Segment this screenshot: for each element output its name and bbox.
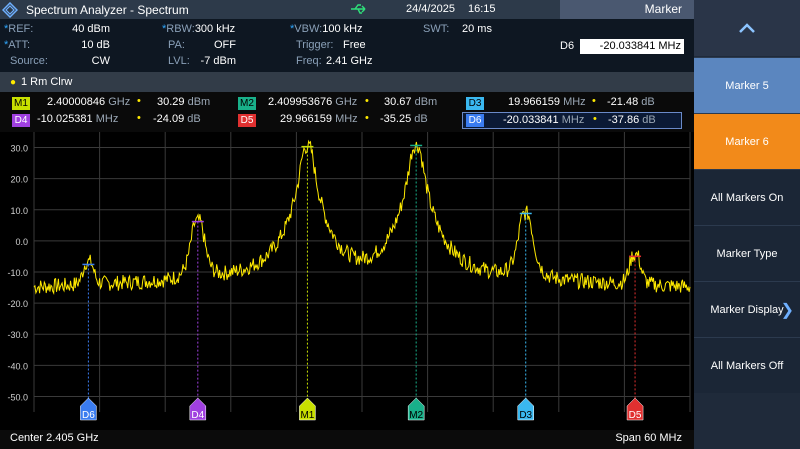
marker-flag-label: D6 (82, 410, 95, 421)
rbw-setting[interactable]: *RBW:300 kHz (162, 23, 236, 35)
marker-input-label: D6 (560, 40, 575, 52)
marker-flag-label: D3 (519, 410, 532, 421)
marker-flag-label: D4 (191, 410, 204, 421)
marker-flag-m1 (299, 397, 316, 421)
marker-flag-d3 (517, 397, 534, 421)
separator-dot: • (137, 95, 141, 107)
marker-m1-level: 30.29 dBm (157, 96, 211, 108)
all-markers-off-button[interactable]: All Markers Off (694, 337, 800, 393)
att-value: 10 dB (81, 39, 110, 51)
separator-dot: • (593, 113, 597, 125)
separator-dot: • (592, 95, 596, 107)
ref-setting[interactable]: *REF: (4, 23, 34, 35)
marker-flag-d4 (189, 397, 207, 421)
spectrum-trace (33, 139, 691, 295)
ref-value: 40 dBm (72, 23, 110, 35)
marker-m2-freq: 2.409953676 GHz (268, 96, 358, 108)
pa-value: OFF (214, 39, 236, 51)
usb-icon (350, 3, 368, 18)
title-bar: Spectrum Analyzer - Spectrum 24/4/2025 1… (0, 0, 694, 19)
marker-tag-m2[interactable]: M2 (238, 97, 256, 110)
y-tick-label: 0.0 (15, 237, 28, 247)
lvl-setting[interactable]: LVL: (168, 55, 190, 67)
marker-m2-level: 30.67 dBm (384, 96, 438, 108)
app-title: Spectrum Analyzer - Spectrum (26, 2, 189, 17)
marker-display-label: Marker Display (710, 303, 784, 316)
vbw-setting[interactable]: *VBW:100 kHz (290, 23, 363, 35)
marker-display-button[interactable]: Marker Display ❯ (694, 281, 800, 337)
marker-d5-freq: 29.966159 MHz (280, 113, 358, 125)
pa-setting[interactable]: PA: (168, 39, 185, 51)
swt-setting[interactable]: SWT: (423, 23, 450, 35)
marker-d4-freq: -10.025381 MHz (37, 113, 119, 125)
span-frequency[interactable]: Span 60 MHz (615, 432, 682, 444)
separator-dot: • (137, 112, 141, 124)
footer-bar: Center 2.405 GHz Span 60 MHz (0, 430, 694, 449)
att-setting[interactable]: *ATT: (4, 39, 31, 51)
source-value: CW (91, 55, 110, 67)
y-tick-label: -40.0 (7, 361, 28, 371)
center-frequency[interactable]: Center 2.405 GHz (10, 432, 99, 444)
app-logo-icon[interactable] (0, 0, 20, 19)
marker-tag-d3[interactable]: D3 (466, 97, 484, 110)
all-markers-on-button[interactable]: All Markers On (694, 169, 800, 225)
marker-flag-label: M2 (409, 410, 423, 421)
softkey-sidebar: Marker 5 Marker 6 All Markers On Marker … (694, 0, 800, 449)
marker-flag-label: D5 (629, 410, 642, 421)
marker-m1-freq: 2.40000846 GHz (47, 96, 131, 108)
marker-tag-d4[interactable]: D4 (12, 114, 30, 127)
time-display: 16:15 (468, 3, 496, 15)
settings-panel: *REF: 40 dBm *ATT: 10 dB Source: CW *RBW… (0, 19, 694, 72)
marker-d4-level: -24.09 dB (153, 113, 201, 125)
separator-dot: • (365, 95, 369, 107)
marker-d6-freq: -20.033841 MHz (503, 114, 585, 126)
y-tick-label: 20.0 (10, 175, 28, 185)
trace-label: 1 Rm Clrw (21, 76, 73, 88)
marker-6-button[interactable]: Marker 6 (694, 113, 800, 169)
trace-indicator-icon: ● (10, 77, 17, 88)
marker-d3-freq: 19.966159 MHz (508, 96, 586, 108)
trace-bar[interactable]: ● 1 Rm Clrw (0, 72, 694, 92)
marker-flag-d6 (80, 397, 97, 421)
y-tick-label: -20.0 (7, 299, 28, 309)
separator-dot: • (365, 112, 369, 124)
marker-type-button[interactable]: Marker Type (694, 225, 800, 281)
y-tick-label: -30.0 (7, 330, 28, 340)
date-display: 24/4/2025 (406, 3, 455, 15)
y-tick-label: 30.0 (10, 144, 28, 154)
y-tick-label: -50.0 (7, 392, 28, 402)
marker-flag-m2 (407, 397, 425, 421)
marker-tag-m1[interactable]: M1 (12, 97, 30, 110)
y-tick-label: 10.0 (10, 206, 28, 216)
trigger-value: Free (343, 39, 366, 51)
freq-setting[interactable]: Freq: (296, 55, 322, 67)
chevron-up-icon (739, 23, 755, 33)
marker-d5-level: -35.25 dB (380, 113, 428, 125)
scroll-up-button[interactable] (694, 0, 800, 56)
spectrum-chart[interactable]: 30.0 20.0 10.0 0.0 -10.0 -20.0 -30.0 -40.0 -50.0… (0, 132, 694, 430)
source-setting[interactable]: Source: (10, 55, 48, 67)
marker-tag-d6[interactable]: D6 (466, 114, 484, 127)
spectrum-plot[interactable]: 30.0 20.0 10.0 0.0 -10.0 -20.0 -30.0 -40.0 -50.0… (0, 132, 694, 430)
marker-flag-d5 (626, 397, 644, 421)
trigger-setting[interactable]: Trigger: (296, 39, 334, 51)
chevron-right-icon: ❯ (780, 302, 794, 319)
swt-value: 20 ms (462, 23, 492, 35)
marker-row-d6-selected[interactable]: D6 -20.033841 MHz • -37.86 dB (462, 112, 682, 129)
marker-5-button[interactable]: Marker 5 (694, 57, 800, 113)
marker-frequency-input[interactable]: -20.033841 MHz (580, 39, 684, 54)
marker-flag-label: M1 (300, 410, 314, 421)
freq-value: 2.41 GHz (326, 55, 373, 67)
panel-name: Marker (560, 0, 694, 19)
marker-tag-d5[interactable]: D5 (238, 114, 256, 127)
marker-d6-level: -37.86 dB (608, 114, 656, 126)
lvl-value: -7 dBm (200, 55, 236, 67)
marker-d3-level: -21.48 dB (607, 96, 655, 108)
y-tick-label: -10.0 (7, 268, 28, 278)
